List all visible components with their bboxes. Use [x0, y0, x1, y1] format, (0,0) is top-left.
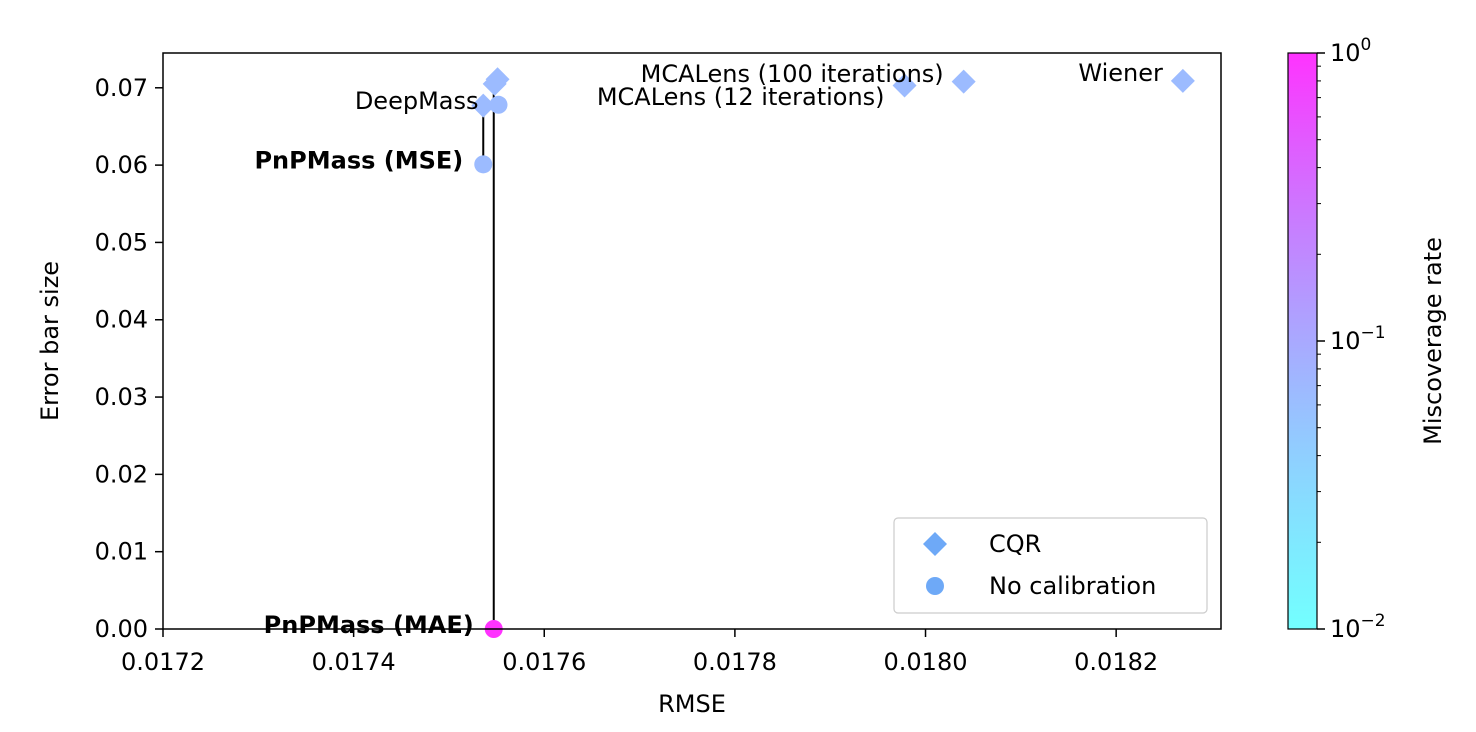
no-calibration-point-1	[474, 155, 493, 174]
annotation-3: MCALens (12 iterations)	[597, 83, 885, 111]
annotation-0: DeepMass	[355, 87, 479, 115]
annotation-2: PnPMass (MAE)	[264, 611, 474, 639]
cqr-point-1	[471, 93, 496, 118]
colorbar-gradient	[1287, 52, 1318, 630]
x-tick-label-1: 0.0174	[312, 648, 396, 676]
x-axis: 0.0172 0.0174 0.0176 0.0178 0.0180 0.0182	[121, 629, 1158, 676]
cqr-point-3	[892, 73, 917, 98]
colorbar-tick-base-0: 10	[1330, 615, 1361, 643]
y-tick-label-5: 0.05	[95, 228, 148, 256]
cqr-point-2	[482, 71, 507, 96]
legend-no-calibration-circle-icon	[926, 577, 944, 595]
x-axis-label: RMSE	[658, 690, 726, 718]
annotation-4: MCALens (100 iterations)	[641, 60, 944, 88]
y-axis: 0.00 0.01 0.02 0.03 0.04 0.05 0.06 0.07	[95, 74, 163, 643]
y-tick-label-2: 0.02	[95, 460, 148, 488]
y-tick-label-4: 0.04	[95, 306, 148, 334]
colorbar-tick-base-2: 10	[1330, 39, 1361, 67]
legend-label-cqr: CQR	[989, 530, 1041, 558]
colorbar-label: Miscoverage rate	[1419, 237, 1447, 445]
y-tick-label-6: 0.06	[95, 151, 148, 179]
annotation-1: PnPMass (MSE)	[254, 146, 463, 174]
colorbar-tick-label-2: 100	[1330, 35, 1371, 67]
x-tick-label-3: 0.0178	[693, 648, 777, 676]
colorbar-tick-exponent-1: −1	[1361, 323, 1386, 343]
y-tick-label-3: 0.03	[95, 383, 148, 411]
colorbar-tick-exponent-2: 0	[1361, 35, 1372, 55]
cqr-point-5	[1170, 68, 1195, 93]
colorbar-tick-base-1: 10	[1330, 327, 1361, 355]
x-tick-label-4: 0.0180	[884, 648, 968, 676]
colorbar-tick-label-0: 10−2	[1330, 611, 1386, 643]
y-axis-label: Error bar size	[36, 261, 64, 421]
no-calibration-point-0	[489, 95, 508, 114]
x-tick-label-2: 0.0176	[502, 648, 586, 676]
annotation-5: Wiener	[1078, 59, 1163, 87]
legend: CQR No calibration	[893, 517, 1208, 614]
point-annotations: DeepMass PnPMass (MSE) PnPMass (MAE) MCALen…	[254, 59, 1163, 639]
legend-label-no-calibration: No calibration	[989, 572, 1156, 600]
legend-cqr-diamond-icon	[923, 532, 947, 556]
x-tick-label-0: 0.0172	[121, 648, 205, 676]
colorbar-tick-label-1: 10−1	[1330, 323, 1386, 355]
cqr-point-4	[951, 69, 976, 94]
x-tick-label-5: 0.0182	[1074, 648, 1158, 676]
colorbar-tick-exponent-0: −2	[1361, 611, 1386, 631]
y-tick-label-7: 0.07	[95, 74, 148, 102]
y-tick-label-1: 0.01	[95, 538, 148, 566]
legend-box	[893, 517, 1208, 614]
plot-area-frame	[162, 52, 1222, 630]
data-points	[471, 67, 1195, 638]
y-tick-label-0: 0.00	[95, 615, 148, 643]
